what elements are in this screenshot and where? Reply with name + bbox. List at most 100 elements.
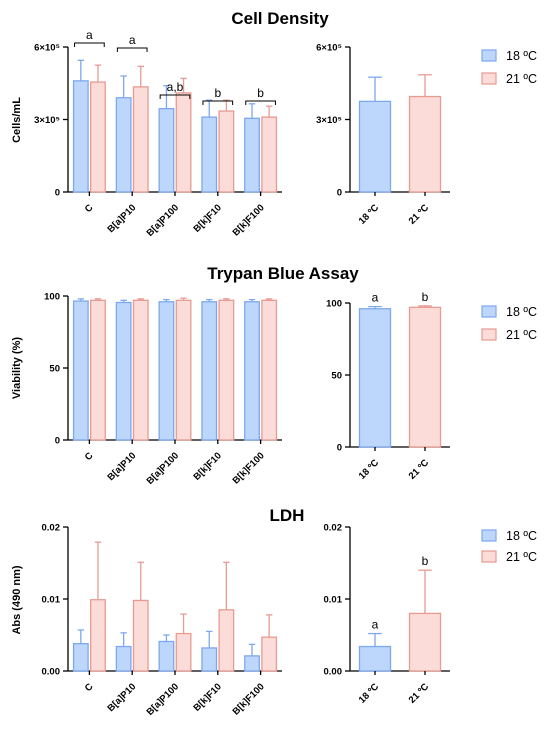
- legend-label-18: 18 ºC: [506, 529, 537, 543]
- x-tick-label: 18 ºC: [357, 457, 382, 482]
- y-tick-label: 0.01: [42, 595, 61, 606]
- legend-label-21: 21 ºC: [506, 550, 537, 564]
- chart-panel-0: Cell Density Cells/mL 0 3×10⁵ 6×10⁵ Ca B[a]P10…: [11, 9, 329, 239]
- bar-temp-1: [408, 95, 442, 193]
- bar-21c-0: [90, 81, 106, 193]
- y-tick-label: 0: [55, 188, 60, 199]
- x-tick-label: B[k]F10: [192, 450, 224, 482]
- bar-temp-1: [408, 306, 442, 448]
- x-tick-label: B[k]F100: [231, 681, 267, 717]
- bar-21c-4: [261, 116, 278, 193]
- significance-label: a: [129, 33, 136, 47]
- x-tick-label: C: [83, 681, 96, 694]
- y-tick-label: 0.00: [324, 667, 343, 678]
- bar-18c-2: [158, 640, 175, 672]
- bar-21c-1: [132, 599, 149, 672]
- bar-21c-3: [218, 609, 235, 672]
- x-tick-label: 21 ºC: [407, 202, 432, 227]
- y-tick-label: 0.02: [324, 523, 343, 534]
- significance-label: b: [422, 554, 429, 568]
- x-tick-label: B[a]P100: [145, 202, 182, 239]
- x-tick-label: B[k]F100: [231, 202, 267, 238]
- significance-label: b: [422, 290, 429, 304]
- y-tick-label: 0.00: [42, 667, 61, 678]
- y-tick-label: 6×10⁵: [34, 43, 60, 54]
- x-tick-label: B[a]P100: [145, 681, 182, 718]
- y-tick-label: 50: [331, 371, 342, 382]
- legend-swatch-18: [481, 529, 497, 542]
- significance-label: a,b: [167, 80, 184, 94]
- x-tick-label: B[a]P100: [145, 450, 182, 487]
- y-tick-label: 3×10⁵: [34, 115, 60, 126]
- x-tick-label: B[k]F10: [192, 202, 224, 234]
- y-tick-label: 0: [337, 188, 342, 199]
- x-tick-label: B[a]P10: [106, 450, 139, 483]
- x-tick-label: C: [83, 450, 96, 463]
- bar-18c-2: [158, 107, 175, 193]
- x-tick-label: 21 ºC: [407, 681, 432, 706]
- bar-temp-0: [358, 308, 392, 448]
- legend-swatch-21: [481, 550, 497, 563]
- y-axis-label: Abs (490 nm): [11, 565, 23, 634]
- y-tick-label: 3×10⁵: [316, 115, 342, 126]
- x-tick-label: B[a]P10: [106, 681, 139, 714]
- bar-18c-1: [115, 301, 132, 441]
- chart-panel-3: 0 50 100 18 ºC a 21 ºC b: [326, 290, 450, 482]
- x-tick-label: 18 ºC: [357, 681, 382, 706]
- bar-18c-4: [244, 301, 260, 441]
- y-tick-label: 50: [49, 364, 60, 375]
- bar-18c-3: [201, 647, 218, 672]
- chart-panel-2: Trypan Blue Assay Viability (%) 0 50 100 C B[a…: [11, 264, 359, 487]
- bar-21c-0: [90, 599, 106, 672]
- bar-21c-2: [175, 632, 192, 672]
- bar-temp-0: [358, 100, 392, 193]
- significance-bracket: [202, 100, 234, 105]
- y-tick-label: 6×10⁵: [316, 43, 342, 54]
- x-tick-label: 21 ºC: [407, 457, 432, 482]
- bar-21c-2: [175, 299, 192, 441]
- y-tick-label: 100: [326, 299, 342, 310]
- chart-panel-1: 0 3×10⁵ 6×10⁵ 18 ºC 21 ºC: [316, 43, 450, 227]
- significance-label: a: [372, 291, 379, 305]
- legend-swatch-21: [481, 328, 497, 341]
- chart-title: Cell Density: [231, 9, 329, 28]
- x-tick-label: B[k]F100: [231, 450, 267, 486]
- y-axis-label: Cells/mL: [11, 97, 23, 143]
- x-tick-label: 18 ºC: [357, 202, 382, 227]
- x-tick-label: B[k]F10: [192, 681, 224, 713]
- y-tick-label: 0: [337, 443, 342, 454]
- bar-21c-3: [218, 299, 235, 441]
- legend-label-18: 18 ºC: [506, 49, 537, 63]
- significance-bracket: [116, 47, 148, 52]
- bar-18c-3: [201, 301, 218, 441]
- legend-swatch-21: [481, 72, 497, 85]
- chart-title: Trypan Blue Assay: [207, 264, 359, 283]
- x-tick-label: B[a]P10: [106, 202, 139, 235]
- y-tick-label: 0.01: [324, 595, 343, 606]
- bar-18c-1: [115, 645, 132, 672]
- y-tick-label: 0: [55, 436, 60, 447]
- bar-18c-3: [201, 116, 218, 193]
- y-tick-label: 0.02: [42, 523, 61, 534]
- legend-middle: 18 ºC 21 ºC: [481, 305, 537, 342]
- bar-temp-0: [358, 645, 392, 672]
- legend-label-21: 21 ºC: [506, 72, 537, 86]
- bar-18c-0: [72, 642, 89, 672]
- y-axis-label: Viability (%): [11, 337, 23, 399]
- legend-swatch-18: [481, 49, 497, 62]
- legend-label-21: 21 ºC: [506, 328, 537, 342]
- legend-bottom: 18 ºC 21 ºC: [481, 529, 537, 564]
- significance-bracket: [245, 100, 276, 105]
- bar-21c-2: [175, 92, 192, 193]
- significance-label: b: [214, 86, 221, 100]
- bar-18c-2: [158, 301, 175, 441]
- legend-swatch-18: [481, 305, 497, 318]
- bar-21c-4: [261, 299, 278, 441]
- chart-title: LDH: [270, 506, 305, 525]
- bar-21c-1: [132, 299, 149, 441]
- y-tick-label: 100: [44, 292, 60, 303]
- bar-18c-0: [72, 300, 89, 441]
- chart-layer: Cell Density Cells/mL 0 3×10⁵ 6×10⁵ Ca B[a]P10…: [11, 9, 450, 718]
- chart-panel-5: 0.00 0.01 0.02 18 ºC a 21 ºC b: [324, 523, 450, 706]
- significance-label: b: [257, 86, 264, 100]
